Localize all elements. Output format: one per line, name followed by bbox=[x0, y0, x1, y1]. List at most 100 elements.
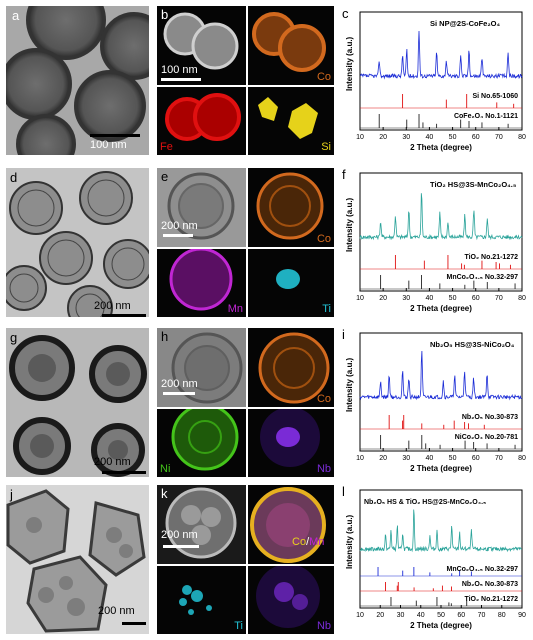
reference-label: TiO₂ No.21-1272 bbox=[464, 254, 518, 261]
map-k-ti: Ti bbox=[157, 566, 246, 634]
x-tick-label: 50 bbox=[437, 612, 445, 619]
map-b-haadf: b 100 nm bbox=[157, 6, 246, 85]
haadf-image-b bbox=[163, 12, 239, 70]
x-tick-label: 20 bbox=[379, 134, 387, 141]
tem-micrograph-a bbox=[6, 6, 149, 155]
ti-map-k bbox=[179, 585, 212, 615]
map-h-co: Co bbox=[248, 328, 334, 407]
x-tick-label: 80 bbox=[518, 455, 526, 462]
xrd-panel-c: c Intensity (a.u.) 10 20 30 40 50 60 70 80 2 Theta… bbox=[338, 2, 530, 162]
x-tick-label: 10 bbox=[356, 612, 364, 619]
nb-map-h bbox=[260, 409, 320, 467]
x-tick-label: 50 bbox=[449, 295, 457, 302]
x-tick-label: 20 bbox=[376, 612, 384, 619]
y-axis-label: Intensity (a.u.) bbox=[345, 36, 354, 91]
x-tick-label: 80 bbox=[518, 134, 526, 141]
co-map-e bbox=[256, 172, 324, 240]
scale-text-d: 200 nm bbox=[94, 300, 131, 312]
element-label-ti-e: Ti bbox=[322, 303, 331, 315]
reference-label: MnCo₂O₄.₅ No.32-297 bbox=[446, 566, 518, 573]
map-b-fe: Fe bbox=[157, 87, 246, 155]
map-h-ni: Ni bbox=[157, 409, 246, 477]
x-tick-label: 30 bbox=[402, 295, 410, 302]
x-tick-label: 50 bbox=[449, 134, 457, 141]
scale-text-k: 200 nm bbox=[161, 529, 198, 541]
xrd-chart-i: i Intensity (a.u.) 10 20 30 40 50 60 70 80 2 Theta… bbox=[342, 327, 526, 473]
x-tick-label: 40 bbox=[426, 295, 434, 302]
scale-bar-e bbox=[163, 234, 193, 237]
plot-frame bbox=[359, 11, 523, 131]
panel-label-f: f bbox=[342, 167, 346, 182]
x-tick-label: 70 bbox=[478, 612, 486, 619]
x-tick-label: 80 bbox=[518, 295, 526, 302]
scale-bar-j bbox=[122, 622, 146, 625]
x-tick-label: 10 bbox=[356, 455, 364, 462]
scale-bar-d bbox=[102, 314, 146, 317]
plot-frame bbox=[359, 332, 523, 452]
tem-image-j: j 200 nm bbox=[6, 485, 149, 634]
co-map-b bbox=[252, 12, 326, 72]
ni-map-h bbox=[171, 409, 239, 471]
map-e-co: Co bbox=[248, 168, 334, 247]
scale-text-h: 200 nm bbox=[161, 378, 198, 390]
element-label-si-b: Si bbox=[321, 141, 331, 153]
map-b-co: Co bbox=[248, 6, 334, 85]
x-axis-label: 2 Theta (degree) bbox=[410, 621, 472, 630]
xrd-chart-c: c Intensity (a.u.) 10 20 30 40 50 60 70 80 2 Theta… bbox=[342, 6, 526, 152]
x-tick-label: 70 bbox=[495, 295, 503, 302]
sample-pattern-line bbox=[359, 193, 523, 241]
y-axis-label: Intensity (a.u.) bbox=[345, 357, 354, 412]
x-tick-label: 10 bbox=[356, 295, 364, 302]
x-axis-label: 2 Theta (degree) bbox=[410, 143, 472, 152]
element-label-co-mn-k: Co/Mn bbox=[292, 536, 325, 548]
xrd-panel-i: i Intensity (a.u.) 10 20 30 40 50 60 70 80 2 Theta… bbox=[338, 323, 530, 483]
panel-label-e: e bbox=[161, 169, 169, 184]
tem-micrograph-g bbox=[6, 328, 149, 477]
x-tick-label: 40 bbox=[426, 134, 434, 141]
scale-bar-g bbox=[102, 471, 146, 474]
panel-label-i: i bbox=[342, 327, 345, 342]
element-label-ti-k: Ti bbox=[234, 620, 243, 632]
scale-bar-b bbox=[161, 78, 201, 81]
plot-frame bbox=[359, 172, 523, 292]
map-e-ti: Ti bbox=[248, 249, 334, 317]
tem-micrograph-d bbox=[6, 168, 149, 317]
x-tick-label: 30 bbox=[402, 455, 410, 462]
sample-label: Nb₂O₅ HS@3S-NiCo₂O₄ bbox=[430, 340, 515, 349]
element-label-co-e: Co bbox=[316, 233, 331, 245]
sample-pattern-line bbox=[359, 350, 523, 401]
reference-label: MnCo₂O₄.₅ No.32-297 bbox=[446, 274, 518, 281]
x-tick-label: 70 bbox=[495, 134, 503, 141]
x-tick-label: 20 bbox=[379, 455, 387, 462]
x-tick-label: 40 bbox=[417, 612, 425, 619]
element-label-mn-k: Mn bbox=[309, 536, 325, 548]
panel-label-d: d bbox=[10, 170, 18, 185]
haadf-image-e bbox=[167, 172, 235, 240]
scale-bar-a bbox=[90, 134, 140, 137]
sample-label: Si NP@2S-CoFe₂O₄ bbox=[430, 19, 500, 28]
x-tick-label: 30 bbox=[402, 134, 410, 141]
panel-label-h: h bbox=[161, 329, 169, 344]
panel-label-b: b bbox=[161, 7, 169, 22]
x-tick-label: 60 bbox=[472, 455, 480, 462]
x-axis-label: 2 Theta (degree) bbox=[410, 304, 472, 313]
scale-text-e: 200 nm bbox=[161, 220, 198, 232]
element-label-co-k: Co bbox=[292, 536, 307, 548]
reference-label: Nb₂O₅ No.30-873 bbox=[462, 414, 518, 421]
haadf-image-h bbox=[171, 332, 243, 404]
co-map-h bbox=[258, 332, 330, 404]
scale-text-g: 200 nm bbox=[94, 456, 131, 468]
x-tick-label: 50 bbox=[449, 455, 457, 462]
tem-image-a: a 100 nm bbox=[6, 6, 149, 155]
panel-label-c: c bbox=[342, 6, 349, 21]
mn-map-e bbox=[169, 249, 233, 311]
scale-text-b: 100 nm bbox=[161, 64, 198, 76]
scale-text-j: 200 nm bbox=[98, 605, 135, 617]
element-label-ni-h: Ni bbox=[160, 463, 171, 475]
xrd-chart-f: f Intensity (a.u.) 10 20 30 40 50 60 70 80 2 Theta… bbox=[342, 167, 526, 313]
co-mn-map-k bbox=[250, 487, 326, 563]
scale-bar-h bbox=[163, 392, 195, 395]
element-label-co-h: Co bbox=[316, 393, 331, 405]
xrd-chart-l: l Intensity (a.u.) 10 20 30 40 50 60 70 80 90 2 The… bbox=[342, 484, 526, 630]
reference-label: CoFe₂O₄ No.1-1121 bbox=[454, 113, 518, 120]
